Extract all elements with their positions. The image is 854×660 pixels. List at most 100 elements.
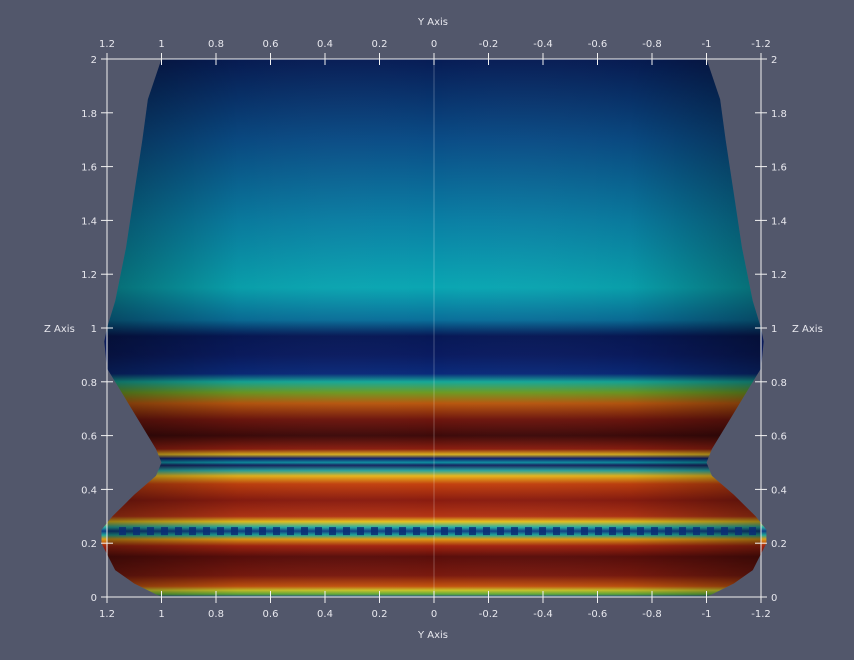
band-dot (329, 527, 336, 536)
band-dot (609, 527, 616, 536)
surface-shading (107, 59, 761, 597)
bottom-tick-label: -0.4 (533, 609, 553, 620)
band-dot (497, 527, 504, 536)
band-dot (427, 527, 434, 536)
band-dot (567, 527, 574, 536)
bottom-tick-label: 0.2 (372, 609, 388, 620)
top-tick-label: 0.4 (317, 39, 333, 50)
bottom-tick-label: -0.6 (588, 609, 608, 620)
band-dot (259, 527, 266, 536)
right-tick-label: 1 (771, 324, 777, 335)
left-tick-label: 0.8 (81, 378, 97, 389)
band-dot (133, 527, 140, 536)
top-tick-label: 0.6 (263, 39, 279, 50)
top-tick-label: -0.6 (588, 39, 608, 50)
left-tick-label: 1.4 (81, 216, 97, 227)
band-dot (455, 527, 462, 536)
band-dot (623, 527, 630, 536)
top-tick-label: 0.2 (372, 39, 388, 50)
right-tick-label: 0.4 (771, 485, 787, 496)
right-tick-label: 0 (771, 593, 777, 604)
band-dot (399, 527, 406, 536)
band-dot (693, 527, 700, 536)
band-dot (735, 527, 742, 536)
surface-mesh[interactable] (101, 59, 767, 597)
left-tick-label: 1.6 (81, 163, 97, 174)
band-dot (161, 527, 168, 536)
band-dot (539, 527, 546, 536)
left-tick-label: 1 (91, 324, 97, 335)
band-dot (203, 527, 210, 536)
band-dot (273, 527, 280, 536)
left-axis-title: Z Axis (44, 324, 75, 335)
band-dot (441, 527, 448, 536)
top-tick-label: 0.8 (208, 39, 224, 50)
bottom-axis-title: Y Axis (417, 630, 448, 641)
top-tick-label: -0.2 (479, 39, 499, 50)
band-dot (525, 527, 532, 536)
band-dot (385, 527, 392, 536)
band-dot (637, 527, 644, 536)
right-axis-title: Z Axis (792, 324, 823, 335)
bottom-tick-label: 0 (431, 609, 437, 620)
band-dot (511, 527, 518, 536)
dotted-band-pattern (119, 527, 756, 536)
bottom-tick-label: 1 (158, 609, 164, 620)
bottom-tick-label: 0.6 (263, 609, 279, 620)
band-dot (721, 527, 728, 536)
left-tick-label: 1.2 (81, 270, 97, 281)
bottom-tick-label: -0.8 (642, 609, 662, 620)
bottom-tick-label: 1.2 (99, 609, 115, 620)
top-tick-label: -1.2 (751, 39, 771, 50)
bottom-tick-label: -0.2 (479, 609, 499, 620)
band-dot (217, 527, 224, 536)
left-tick-label: 0 (91, 593, 97, 604)
axes-grid: 1.2 1.2 1 1 0.8 0.8 0.6 0.6 0.4 0.4 0.2 0.2 0 0 -0.2 -0… (81, 39, 787, 620)
top-axis-title: Y Axis (417, 17, 448, 28)
left-tick-label: 2 (91, 55, 97, 66)
band-dot (147, 527, 154, 536)
top-tick-label: -0.8 (642, 39, 662, 50)
top-tick-label: 1.2 (99, 39, 115, 50)
band-dot (189, 527, 196, 536)
left-tick-label: 0.4 (81, 485, 97, 496)
band-dot (413, 527, 420, 536)
right-tick-label: 1.2 (771, 270, 787, 281)
right-tick-label: 1.8 (771, 109, 787, 120)
left-tick-label: 1.8 (81, 109, 97, 120)
right-tick-label: 2 (771, 55, 777, 66)
bottom-tick-label: 0.4 (317, 609, 333, 620)
band-dot (245, 527, 252, 536)
band-dot (483, 527, 490, 536)
right-tick-label: 1.6 (771, 163, 787, 174)
left-tick-label: 0.2 (81, 539, 97, 550)
band-dot (287, 527, 294, 536)
band-dot (357, 527, 364, 536)
band-dot (175, 527, 182, 536)
top-tick-label: 1 (158, 39, 164, 50)
band-dot (651, 527, 658, 536)
band-dot (749, 527, 756, 536)
band-dot (665, 527, 672, 536)
right-tick-label: 0.8 (771, 378, 787, 389)
band-dot (581, 527, 588, 536)
band-dot (595, 527, 602, 536)
top-tick-label: 0 (431, 39, 437, 50)
band-dot (119, 527, 126, 536)
right-tick-label: 0.2 (771, 539, 787, 550)
top-tick-label: -0.4 (533, 39, 553, 50)
bottom-tick-label: -1.2 (751, 609, 771, 620)
band-dot (231, 527, 238, 536)
bottom-tick-label: 0.8 (208, 609, 224, 620)
right-tick-label: 1.4 (771, 216, 787, 227)
right-tick-label: 0.6 (771, 432, 787, 443)
band-dot (553, 527, 560, 536)
band-dot (301, 527, 308, 536)
band-dot (679, 527, 686, 536)
left-tick-label: 0.6 (81, 432, 97, 443)
top-tick-label: -1 (702, 39, 712, 50)
bottom-tick-label: -1 (702, 609, 712, 620)
band-dot (371, 527, 378, 536)
band-dot (707, 527, 714, 536)
